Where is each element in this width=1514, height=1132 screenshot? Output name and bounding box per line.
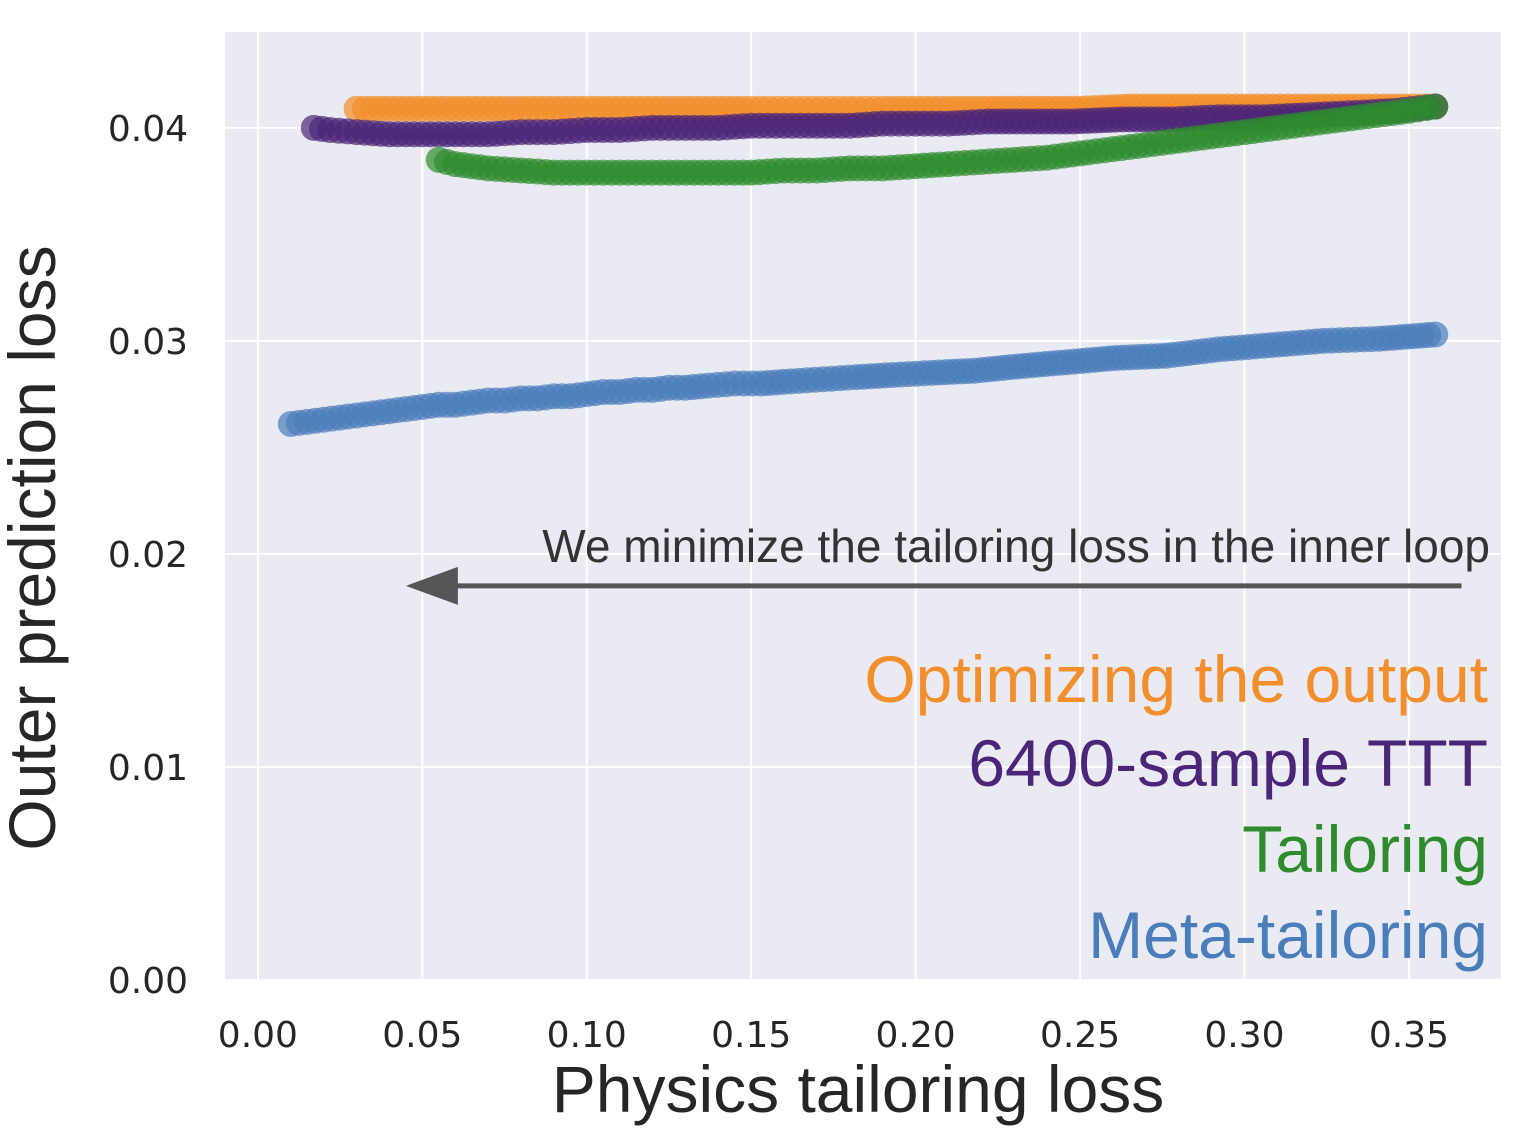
data-point — [1422, 321, 1449, 348]
x-tick-label: 0.20 — [876, 1015, 956, 1056]
legend-entry: Optimizing the output — [864, 642, 1488, 716]
y-tick-labels: 0.00 0.01 0.02 0.03 0.04 — [108, 109, 188, 1002]
annotation-text: We minimize the tailoring loss in the in… — [542, 520, 1490, 572]
x-tick-label: 0.30 — [1204, 1015, 1284, 1056]
x-tick-label: 0.05 — [382, 1015, 462, 1056]
y-tick-label: 0.00 — [108, 961, 188, 1002]
x-tick-label: 0.00 — [218, 1015, 298, 1056]
legend-entry: Tailoring — [1242, 812, 1488, 886]
x-tick-label: 0.25 — [1040, 1015, 1120, 1056]
x-tick-label: 0.35 — [1369, 1015, 1449, 1056]
x-tick-label: 0.10 — [547, 1015, 627, 1056]
x-tick-label: 0.15 — [711, 1015, 791, 1056]
series-tailoring — [425, 93, 1449, 186]
y-tick-label: 0.01 — [108, 748, 188, 789]
data-point — [1422, 93, 1449, 120]
y-tick-label: 0.02 — [108, 535, 188, 576]
inner-loop-annotation: We minimize the tailoring loss in the in… — [405, 520, 1490, 605]
plot-background — [225, 32, 1501, 980]
y-tick-label: 0.03 — [108, 322, 188, 363]
y-tick-label: 0.04 — [108, 109, 188, 150]
grid-lines — [225, 32, 1501, 981]
x-tick-labels: 0.00 0.05 0.10 0.15 0.20 0.25 0.30 0.35 — [218, 1015, 1449, 1056]
y-axis-label: Outer prediction loss — [0, 245, 69, 850]
data-points — [277, 93, 1449, 437]
annotation-arrow-head — [405, 566, 458, 605]
series-meta-tailoring — [277, 321, 1449, 437]
legend-entry: Meta-tailoring — [1088, 898, 1488, 972]
legend: Optimizing the output 6400-sample TTT Tail… — [864, 642, 1488, 972]
x-axis-label: Physics tailoring loss — [552, 1052, 1165, 1126]
legend-entry: 6400-sample TTT — [968, 726, 1488, 800]
